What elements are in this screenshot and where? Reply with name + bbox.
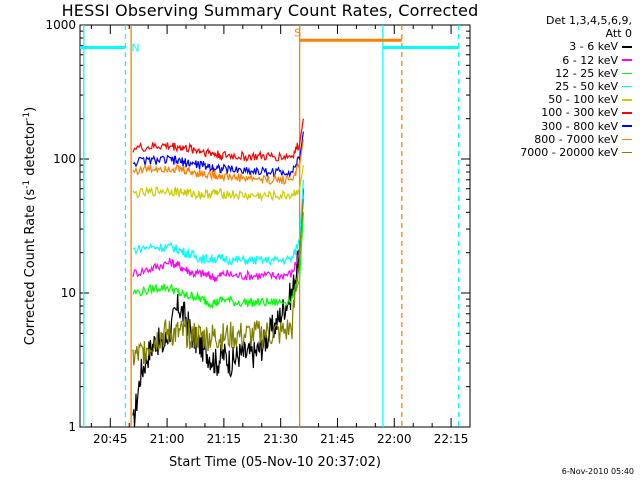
series-line (132, 139, 304, 185)
legend: Det 1,3,4,5,6,9, Att 0 3 - 6 keV 6 - 12 k… (520, 14, 632, 159)
x-tick-label: 21:30 (263, 432, 298, 446)
legend-label: 50 - 100 keV (548, 93, 618, 107)
legend-swatch (622, 112, 632, 114)
legend-label: 7000 - 20000 keV (520, 146, 618, 160)
y-tick-label: 100 (53, 152, 76, 166)
legend-header-line1: Det 1,3,4,5,6,9, (545, 14, 632, 27)
annotation-label: S (294, 26, 301, 39)
chart-title: HESSI Observing Summary Count Rates, Cor… (61, 1, 479, 20)
series-line (132, 188, 304, 428)
legend-label: 100 - 300 keV (541, 106, 618, 120)
series-line (132, 179, 304, 266)
series-lines (132, 118, 304, 428)
legend-label: 25 - 50 keV (555, 80, 618, 94)
legend-label: 300 - 800 keV (541, 119, 618, 133)
legend-label: 800 - 7000 keV (534, 132, 618, 146)
legend-entry: 7000 - 20000 keV (520, 146, 632, 159)
legend-entry: 25 - 50 keV (520, 80, 632, 93)
series-line (132, 199, 304, 366)
legend-entry: 800 - 7000 keV (520, 133, 632, 146)
tick-labels: 1 10 100 1000 20:45 21:00 21:15 21:30 21:45 22:00… (45, 18, 468, 446)
legend-entry: 300 - 800 keV (520, 120, 632, 133)
y-tick-label: 1 (68, 420, 76, 434)
plot-frame (79, 24, 471, 428)
vertical-markers (83, 25, 460, 427)
legend-swatch (622, 151, 632, 154)
legend-swatch (622, 46, 632, 48)
series-line (132, 165, 304, 202)
legend-label: 12 - 25 keV (555, 66, 618, 80)
legend-entry: 12 - 25 keV (520, 67, 632, 80)
legend-entry: 3 - 6 keV (520, 40, 632, 53)
series-line (132, 212, 304, 310)
y-tick-label: 10 (61, 286, 76, 300)
legend-swatch (622, 59, 632, 61)
legend-label: 3 - 6 keV (569, 40, 618, 54)
series-line (132, 188, 304, 283)
interval-bars (80, 38, 459, 49)
y-axis-title: Corrected Count Rate (s-1 detector-1) (21, 106, 39, 346)
x-axis-title: Start Time (05-Nov-10 20:37:02) (169, 455, 381, 470)
legend-entry: 50 - 100 keV (520, 93, 632, 106)
y-tick-label: 1000 (45, 18, 76, 32)
legend-entry: 100 - 300 keV (520, 106, 632, 119)
x-tick-label: 22:15 (434, 432, 469, 446)
x-tick-label: 22:00 (377, 432, 412, 446)
legend-swatch (622, 99, 632, 101)
series-line (132, 118, 304, 162)
x-tick-label: 21:15 (207, 432, 242, 446)
legend-swatch (622, 72, 632, 75)
series-line (132, 131, 304, 179)
legend-swatch (622, 125, 632, 127)
annotations: NS (131, 26, 301, 54)
legend-entry: 6 - 12 keV (520, 54, 632, 67)
x-tick-label: 20:45 (93, 432, 128, 446)
legend-label: 6 - 12 keV (562, 53, 618, 67)
legend-swatch (622, 85, 632, 88)
legend-header-line2: Att 0 (605, 27, 632, 41)
annotation-label: N (131, 41, 139, 54)
x-tick-label: 21:45 (320, 432, 355, 446)
legend-swatch (622, 138, 632, 141)
timestamp: 6-Nov-2010 05:40 (561, 467, 634, 476)
x-tick-label: 21:00 (150, 432, 185, 446)
axes (79, 24, 471, 428)
